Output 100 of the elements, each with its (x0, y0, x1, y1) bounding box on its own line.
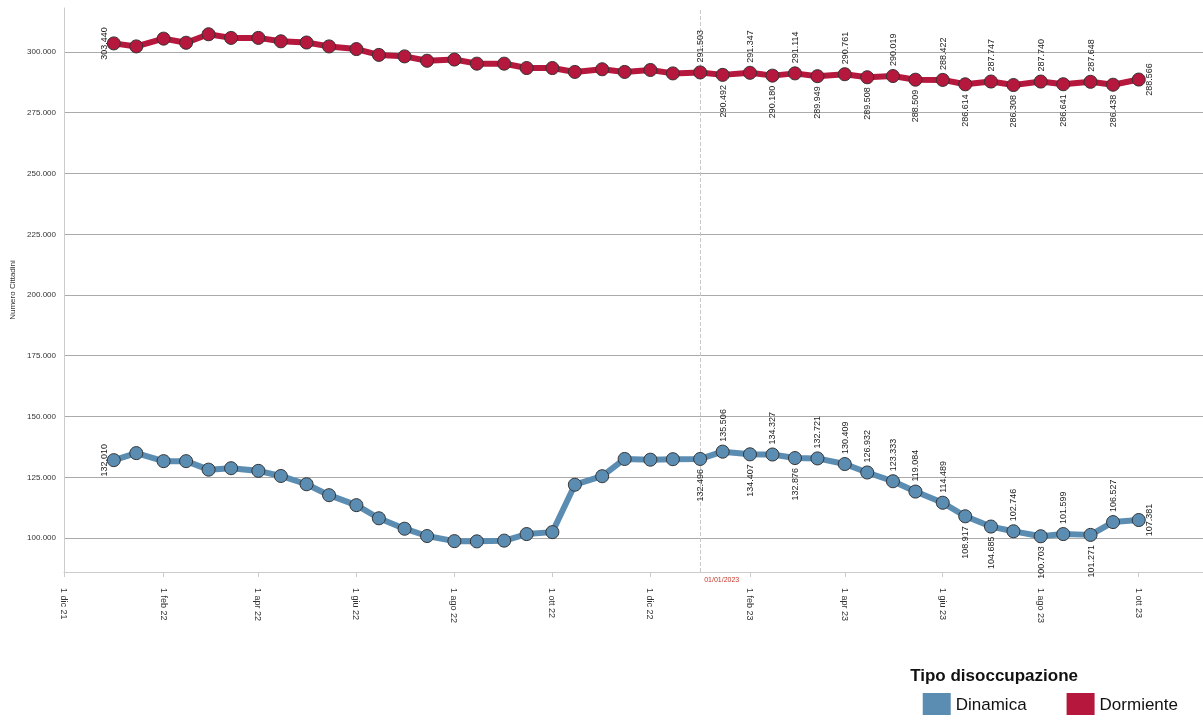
data-label: 290.492 (717, 84, 728, 118)
y-tick-label: 150.000 (27, 411, 57, 421)
data-label: 130.409 (839, 421, 850, 455)
y-tick-label: 100.000 (27, 533, 57, 543)
point (1106, 515, 1121, 530)
data-label: 289.949 (812, 86, 823, 119)
point (958, 77, 973, 92)
point (447, 52, 462, 67)
data-label: 290.019 (887, 33, 898, 67)
y-tick-label: 175.000 (27, 351, 57, 361)
data-label: 101.599 (1058, 491, 1069, 525)
x-tick-label: 1 ago 22 (449, 588, 460, 624)
point (156, 454, 171, 469)
data-label: 134.327 (767, 411, 778, 445)
data-label: 108.917 (960, 526, 971, 559)
x-tick-label: 1 ott 22 (547, 588, 558, 619)
point (322, 488, 337, 503)
data-label: 288.422 (937, 37, 948, 70)
data-label: 135.506 (717, 409, 728, 442)
point (1083, 74, 1098, 89)
point (983, 74, 998, 89)
point (106, 36, 121, 51)
data-label: 114.489 (937, 460, 948, 493)
point (129, 39, 144, 54)
data-label: 102.746 (1008, 488, 1019, 522)
y-tick-label: 250.000 (27, 168, 57, 178)
data-label: 291.347 (744, 30, 755, 63)
data-label: 286.438 (1108, 94, 1119, 128)
point (958, 509, 973, 524)
point (519, 61, 534, 76)
point (201, 27, 216, 42)
data-label: 287.747 (985, 39, 996, 72)
point (106, 453, 121, 468)
point (1106, 77, 1121, 92)
x-tick-label: 1 ago 23 (1035, 588, 1046, 624)
point (519, 527, 534, 542)
x-tick-label: 1 giu 22 (351, 588, 362, 621)
y-tick-label: 300.000 (27, 47, 57, 57)
point (617, 64, 632, 79)
x-tick-label: 1 apr 22 (253, 588, 264, 622)
point (693, 451, 708, 466)
data-label: 132.496 (695, 468, 706, 502)
point (156, 31, 171, 46)
point (179, 454, 194, 469)
point (299, 477, 314, 492)
x-tick-label: 1 feb 22 (158, 588, 169, 621)
point (908, 72, 923, 87)
point (371, 511, 386, 526)
data-label: 290.180 (767, 85, 778, 119)
data-label: 290.761 (839, 31, 850, 65)
y-tick-label: 225.000 (27, 229, 57, 239)
point (1033, 74, 1048, 89)
point (224, 30, 239, 45)
point (643, 62, 658, 77)
point (715, 444, 730, 459)
point (469, 534, 484, 549)
point (715, 67, 730, 82)
data-label: 286.641 (1058, 94, 1069, 127)
point (545, 61, 560, 76)
point (742, 447, 757, 462)
point (1006, 524, 1021, 539)
data-label: 288.509 (910, 89, 921, 123)
point (299, 35, 314, 50)
data-label: 101.271 (1085, 544, 1096, 578)
data-label: 288.566 (1143, 63, 1154, 96)
point (765, 68, 780, 83)
y-tick-label: 125.000 (27, 472, 57, 482)
x-tick-label: 1 apr 23 (839, 588, 850, 622)
legend-title: Tipo disoccupazione (910, 666, 1079, 685)
x-tick-label: 1 dic 21 (59, 588, 69, 620)
data-label: 123.333 (887, 438, 898, 472)
point (1006, 78, 1021, 93)
point (469, 56, 484, 71)
point (885, 474, 900, 489)
point (787, 451, 802, 466)
point (201, 462, 216, 477)
point (371, 47, 386, 62)
data-label: 100.703 (1035, 546, 1046, 579)
point (935, 72, 950, 87)
legend-label: Dormiente (1099, 694, 1178, 714)
point (765, 447, 780, 462)
point (1083, 527, 1098, 542)
point (885, 69, 900, 84)
data-label: 303.440 (98, 27, 109, 60)
point (595, 469, 610, 484)
point (1033, 529, 1048, 544)
point (837, 67, 852, 82)
point (908, 484, 923, 499)
data-label: 291.114 (789, 31, 800, 64)
point (397, 49, 412, 64)
point (1131, 513, 1146, 528)
y-axis-title: Numero Cittadini (7, 259, 17, 320)
point (617, 451, 632, 466)
legend-label: Dinamica (955, 694, 1028, 714)
data-label: 286.308 (1008, 95, 1019, 128)
point (273, 468, 288, 483)
point (810, 451, 825, 466)
point (447, 534, 462, 549)
x-tick-label: 1 dic 22 (645, 588, 656, 620)
point (935, 495, 950, 510)
